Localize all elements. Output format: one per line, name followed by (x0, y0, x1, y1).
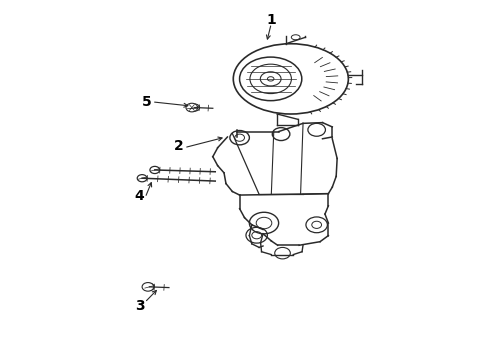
Text: 3: 3 (135, 299, 144, 313)
Circle shape (142, 283, 154, 291)
Text: 4: 4 (135, 189, 144, 203)
Text: 1: 1 (266, 13, 276, 27)
Circle shape (185, 103, 197, 112)
Circle shape (150, 166, 159, 174)
Circle shape (144, 283, 154, 291)
Circle shape (137, 175, 147, 182)
Circle shape (189, 104, 199, 111)
Text: 2: 2 (173, 139, 183, 153)
Text: 5: 5 (142, 95, 152, 109)
